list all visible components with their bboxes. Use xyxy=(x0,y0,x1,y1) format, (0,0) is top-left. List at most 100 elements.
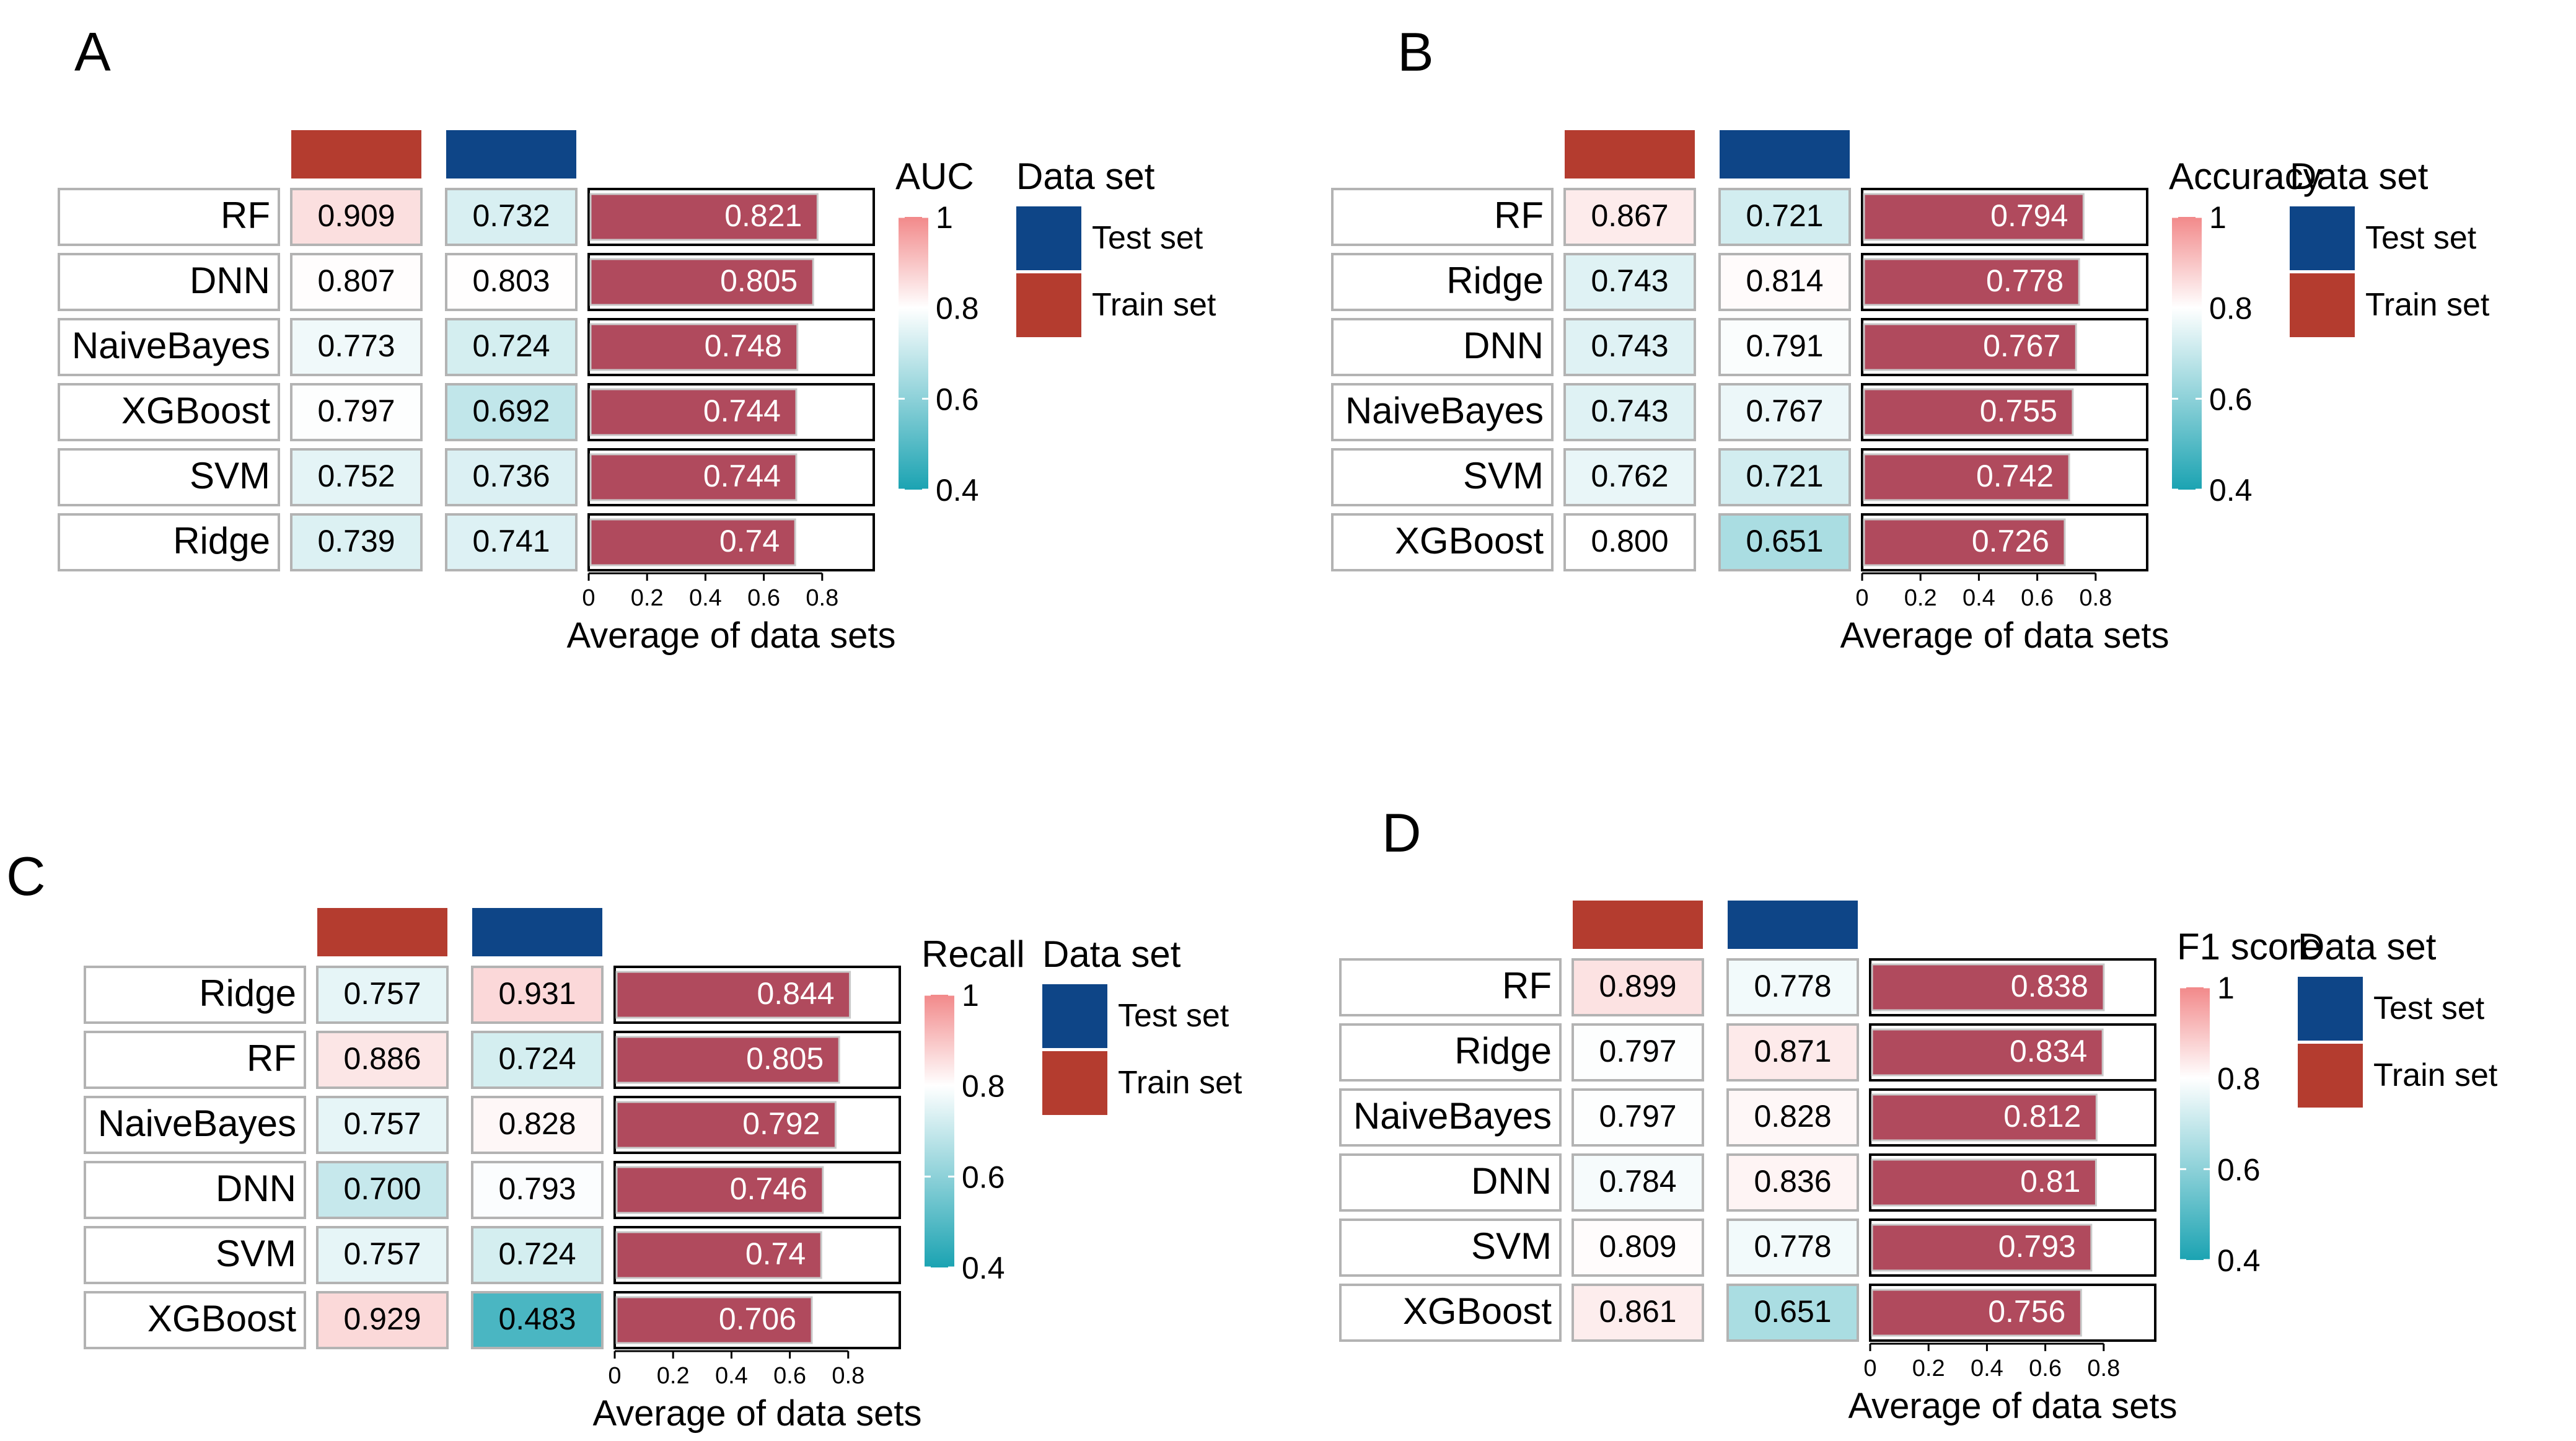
test-cell xyxy=(1718,318,1851,376)
color-scale-label: 1 xyxy=(2209,200,2227,235)
row-name-box xyxy=(84,1031,306,1089)
average-value: 0.834 xyxy=(2010,1034,2087,1069)
train-value: 0.800 xyxy=(1591,524,1668,558)
table-row: XGBoost 0.861 0.651 0.756 xyxy=(1339,1284,2156,1342)
average-bar xyxy=(1871,1289,2082,1337)
x-tick-label: 0 xyxy=(1863,1355,1876,1382)
test-cell xyxy=(471,1291,604,1349)
average-value: 0.794 xyxy=(1990,198,2068,233)
train-cell xyxy=(290,383,423,441)
legend-swatch xyxy=(1016,206,1081,270)
train-value: 0.899 xyxy=(1599,969,1676,1003)
test-cell xyxy=(445,318,578,376)
test-cell xyxy=(471,1096,604,1154)
color-scale-label: 0.8 xyxy=(2209,291,2253,326)
average-value: 0.793 xyxy=(1998,1229,2076,1264)
average-value: 0.821 xyxy=(724,198,802,233)
color-scale-title: F1 score xyxy=(2177,926,2321,967)
train-cell xyxy=(316,1291,449,1349)
test-value: 0.724 xyxy=(498,1236,576,1271)
train-cell xyxy=(316,1226,449,1284)
test-cell xyxy=(1726,1023,1859,1082)
train-cell xyxy=(1572,1284,1704,1342)
test-value: 0.793 xyxy=(498,1171,576,1206)
row-name-box xyxy=(1331,383,1554,441)
test-value: 0.651 xyxy=(1746,524,1823,558)
average-bar xyxy=(1863,388,2074,436)
train-header-bar xyxy=(1573,901,1703,949)
row-name: Ridge xyxy=(199,972,296,1014)
test-cell xyxy=(445,188,578,246)
table-row: Ridge 0.743 0.814 0.778 xyxy=(1331,253,2148,311)
color-scale-label: 0.6 xyxy=(962,1160,1005,1194)
row-name-box xyxy=(58,188,280,246)
x-axis-title: Average of data sets xyxy=(567,615,896,656)
x-tick-label: 0 xyxy=(582,585,595,611)
color-scale-title: AUC xyxy=(895,156,974,197)
legend-swatch xyxy=(1042,1051,1107,1115)
train-cell xyxy=(316,966,449,1024)
train-value: 0.739 xyxy=(317,524,395,558)
train-value: 0.757 xyxy=(343,976,421,1011)
average-value: 0.81 xyxy=(2020,1164,2080,1199)
color-scale-title: Accuracy xyxy=(2169,156,2322,197)
train-cell xyxy=(1563,188,1696,246)
table-row: SVM 0.809 0.778 0.793 xyxy=(1339,1218,2156,1277)
test-cell xyxy=(1718,188,1851,246)
table-row: DNN 0.743 0.791 0.767 xyxy=(1331,318,2148,376)
train-cell xyxy=(1572,958,1704,1016)
table-row: XGBoost 0.800 0.651 0.726 xyxy=(1331,513,2148,571)
average-value: 0.746 xyxy=(730,1171,807,1206)
panel-label: B xyxy=(1397,21,1434,82)
table-row: Ridge 0.797 0.871 0.834 xyxy=(1339,1023,2156,1082)
average-bar xyxy=(1871,1093,2098,1142)
train-value: 0.797 xyxy=(1599,1099,1676,1134)
color-scale-label: 0.8 xyxy=(936,291,979,326)
legend-item-label: Train set xyxy=(1092,287,1216,323)
test-value: 0.836 xyxy=(1754,1164,1831,1199)
average-bar xyxy=(589,323,799,371)
row-name-box xyxy=(58,253,280,311)
row-name: DNN xyxy=(1471,1160,1552,1202)
x-tick-label: 0.8 xyxy=(2079,585,2112,611)
x-tick-label: 0.2 xyxy=(631,585,664,611)
row-name-box xyxy=(58,318,280,376)
legend-swatch xyxy=(2290,206,2355,270)
table-row: RF 0.867 0.721 0.794 xyxy=(1331,188,2148,246)
average-value: 0.767 xyxy=(1983,328,2060,363)
train-value: 0.757 xyxy=(343,1106,421,1141)
row-name-box xyxy=(1331,253,1554,311)
test-cell xyxy=(1726,958,1859,1016)
row-name-box xyxy=(84,1291,306,1349)
test-value: 0.791 xyxy=(1746,328,1823,363)
test-value: 0.721 xyxy=(1746,459,1823,493)
color-scale-label: 0.4 xyxy=(962,1251,1005,1285)
average-value: 0.755 xyxy=(1980,394,2057,428)
color-scale-label: 0.4 xyxy=(936,473,979,508)
average-bar xyxy=(1871,1223,2093,1272)
color-scale-gradient xyxy=(2180,987,2210,1260)
train-value: 0.700 xyxy=(343,1171,421,1206)
legend-title: Data set xyxy=(2298,926,2437,967)
row-name: DNN xyxy=(216,1168,296,1209)
x-axis-title: Average of data sets xyxy=(1840,615,2169,656)
table-row: Ridge 0.739 0.741 0.74 xyxy=(58,513,875,571)
train-cell xyxy=(290,318,423,376)
color-scale-label: 0.8 xyxy=(962,1069,1005,1104)
x-tick-label: 0.6 xyxy=(2021,585,2054,611)
train-cell xyxy=(1572,1153,1704,1212)
color-scale-title: Recall xyxy=(921,933,1025,975)
row-name: SVM xyxy=(190,455,270,496)
legend-item-label: Test set xyxy=(2365,220,2477,256)
x-tick-label: 0.6 xyxy=(2029,1355,2062,1382)
train-value: 0.807 xyxy=(317,263,395,298)
train-cell xyxy=(1563,448,1696,506)
train-value: 0.929 xyxy=(343,1302,421,1336)
average-bar xyxy=(1871,1028,2104,1077)
x-axis-title: Average of data sets xyxy=(593,1393,922,1434)
row-name-box xyxy=(1339,1218,1562,1277)
train-cell xyxy=(1572,1023,1704,1082)
row-name-box xyxy=(1339,1153,1562,1212)
train-cell xyxy=(1572,1218,1704,1277)
table-row: Ridge 0.757 0.931 0.844 xyxy=(84,966,901,1024)
